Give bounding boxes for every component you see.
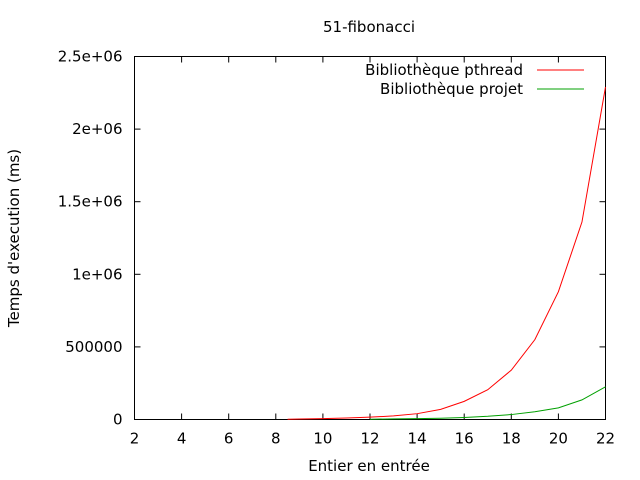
x-tick-label: 18 [502, 430, 521, 448]
x-tick-label: 16 [455, 430, 474, 448]
series-line-2 [369, 386, 606, 420]
x-tick-label: 20 [549, 430, 568, 448]
x-tick-label: 6 [224, 430, 234, 448]
x-tick-label: 10 [313, 430, 332, 448]
plot-frame [134, 56, 606, 420]
x-tick-label: 12 [360, 430, 379, 448]
x-tick-label: 8 [271, 430, 281, 448]
legend-label-1: Bibliothèque pthread [365, 61, 523, 79]
x-tick-label: 14 [408, 430, 427, 448]
y-tick-label: 0 [113, 411, 123, 429]
series-line-1 [287, 86, 606, 420]
y-tick-label: 2.5e+06 [58, 48, 123, 66]
series-lines [287, 86, 606, 420]
x-axis: 2 4 6 8 10 12 14 16 18 20 22 [130, 56, 615, 448]
x-tick-label: 22 [596, 430, 615, 448]
y-tick-label: 1e+06 [72, 265, 122, 283]
x-tick-label: 4 [177, 430, 187, 448]
y-axis: 0 500000 1e+06 1.5e+06 2e+06 2.5e+06 [58, 48, 606, 429]
y-tick-label: 500000 [65, 338, 122, 356]
y-axis-label: Temps d'execution (ms) [5, 149, 23, 328]
x-tick-label: 2 [130, 430, 140, 448]
y-tick-label: 1.5e+06 [58, 193, 123, 211]
y-tick-label: 2e+06 [72, 120, 122, 138]
legend-label-2: Bibliothèque projet [380, 80, 523, 98]
x-axis-label: Entier en entrée [308, 457, 430, 475]
chart-title: 51-fibonacci [323, 18, 415, 36]
